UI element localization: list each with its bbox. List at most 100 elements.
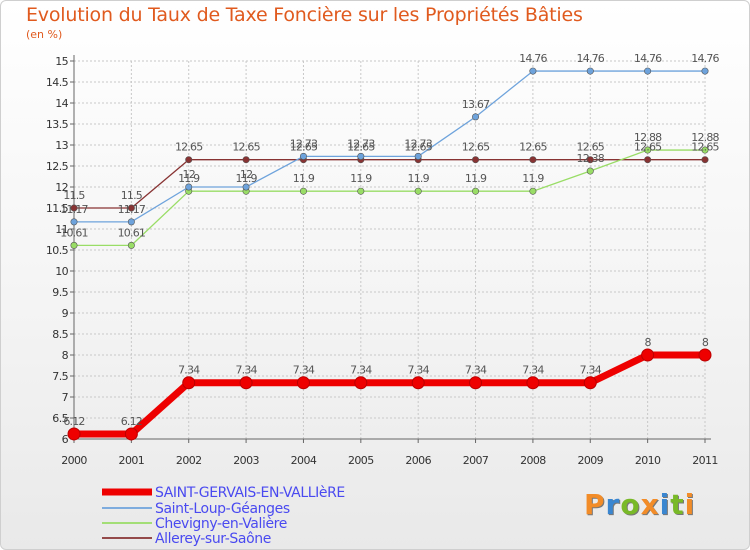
data-point (70, 204, 78, 212)
data-point (529, 187, 537, 195)
data-label: 11.5 (121, 189, 143, 202)
data-label: 10.61 (118, 226, 146, 239)
data-point (698, 348, 712, 362)
legend: SAINT-GERVAIS-EN-VALLIèRESaint-Loup-Géan… (102, 485, 345, 547)
series-line (74, 159, 705, 209)
logo-letter: t (670, 488, 685, 521)
data-label: 14.76 (634, 52, 662, 65)
data-point (70, 218, 78, 226)
data-label: 12.73 (347, 137, 375, 150)
data-point (641, 348, 655, 362)
data-label: 7.34 (408, 364, 430, 377)
y-tick-label: 14.5 (46, 76, 69, 89)
x-tick-label: 2007 (463, 454, 489, 467)
data-label: 11.9 (465, 172, 487, 185)
data-label: 11.9 (293, 172, 315, 185)
legend-label: Allerey-sur-Saône (155, 531, 271, 547)
axes (70, 55, 711, 443)
series-line (74, 149, 705, 247)
y-tick-label: 7.5 (52, 370, 68, 383)
data-label: 14.76 (577, 52, 605, 65)
data-label: 12.65 (577, 141, 605, 154)
logo-letter: r (605, 488, 621, 521)
data-label: 7.34 (522, 364, 544, 377)
data-label: 10.61 (60, 226, 88, 239)
y-tick-label: 6 (62, 433, 69, 446)
data-point (185, 156, 193, 164)
data-point (182, 376, 196, 390)
data-point (242, 156, 250, 164)
data-label: 12.65 (519, 141, 547, 154)
data-point (127, 241, 135, 249)
data-label: 11.9 (178, 172, 200, 185)
data-point (414, 187, 422, 195)
data-label: 12.65 (691, 141, 719, 154)
x-tick-label: 2009 (577, 454, 603, 467)
data-point (299, 152, 307, 160)
data-point (70, 241, 78, 249)
data-point (472, 156, 480, 164)
data-point (469, 376, 483, 390)
data-label: 8 (645, 336, 652, 349)
data-label: 8 (702, 336, 709, 349)
data-label: 11.9 (408, 172, 430, 185)
data-point (185, 183, 193, 191)
data-point (127, 204, 135, 212)
data-label: 12.65 (232, 141, 260, 154)
data-point (239, 376, 253, 390)
proxiti-logo: Proxiti (584, 488, 695, 521)
data-point (299, 187, 307, 195)
data-point (67, 427, 81, 441)
data-label: 7.34 (465, 364, 487, 377)
data-point (644, 156, 652, 164)
y-tick-label: 11 (55, 223, 68, 236)
data-label: 12.65 (290, 141, 318, 154)
x-tick-label: 2010 (635, 454, 661, 467)
data-label: 12.88 (634, 131, 662, 144)
x-tick-label: 2001 (119, 454, 145, 467)
data-label: 7.34 (293, 364, 315, 377)
data-point (354, 376, 368, 390)
data-point (526, 376, 540, 390)
y-tick-label: 7 (62, 391, 69, 404)
data-label: 7.34 (350, 364, 372, 377)
logo-letter: P (584, 488, 606, 521)
data-point (296, 376, 310, 390)
y-tick-label: 9 (62, 307, 69, 320)
y-tick-label: 6.5 (52, 412, 68, 425)
data-label: 12.88 (691, 131, 719, 144)
legend-label: Chevigny-en-Valière (155, 516, 287, 532)
data-point (644, 67, 652, 75)
x-tick-label: 2000 (61, 454, 87, 467)
data-point (701, 156, 709, 164)
y-tick-label: 13 (55, 139, 68, 152)
y-tick-label: 9.5 (52, 286, 68, 299)
x-tick-label: 2008 (520, 454, 546, 467)
legend-label: SAINT-GERVAIS-EN-VALLIèRE (155, 485, 345, 501)
data-point (411, 376, 425, 390)
data-label: 14.76 (519, 52, 547, 65)
x-tick-label: 2004 (291, 454, 317, 467)
legend-label: Saint-Loup-Géanges (155, 501, 290, 517)
data-label: 12.65 (175, 141, 203, 154)
y-tick-label: 12 (55, 181, 68, 194)
x-axis-ticks: 2000 2001 2002 2003 2004 2005 2006 2007 2008 2009… (61, 454, 718, 467)
y-tick-label: 12.5 (46, 160, 69, 173)
data-label: 11.9 (235, 172, 257, 185)
data-label: 7.34 (178, 364, 200, 377)
data-point (242, 183, 250, 191)
data-point (701, 67, 709, 75)
data-point (586, 156, 594, 164)
y-tick-label: 15 (55, 55, 68, 68)
data-point (586, 67, 594, 75)
data-point (357, 152, 365, 160)
x-tick-label: 2006 (405, 454, 431, 467)
series-line (74, 70, 705, 223)
data-label: 12.38 (577, 152, 605, 165)
logo-letter: i (684, 488, 696, 521)
data-label: 12.65 (634, 141, 662, 154)
y-tick-label: 14 (55, 97, 68, 110)
data-point (414, 152, 422, 160)
data-point (586, 167, 594, 175)
